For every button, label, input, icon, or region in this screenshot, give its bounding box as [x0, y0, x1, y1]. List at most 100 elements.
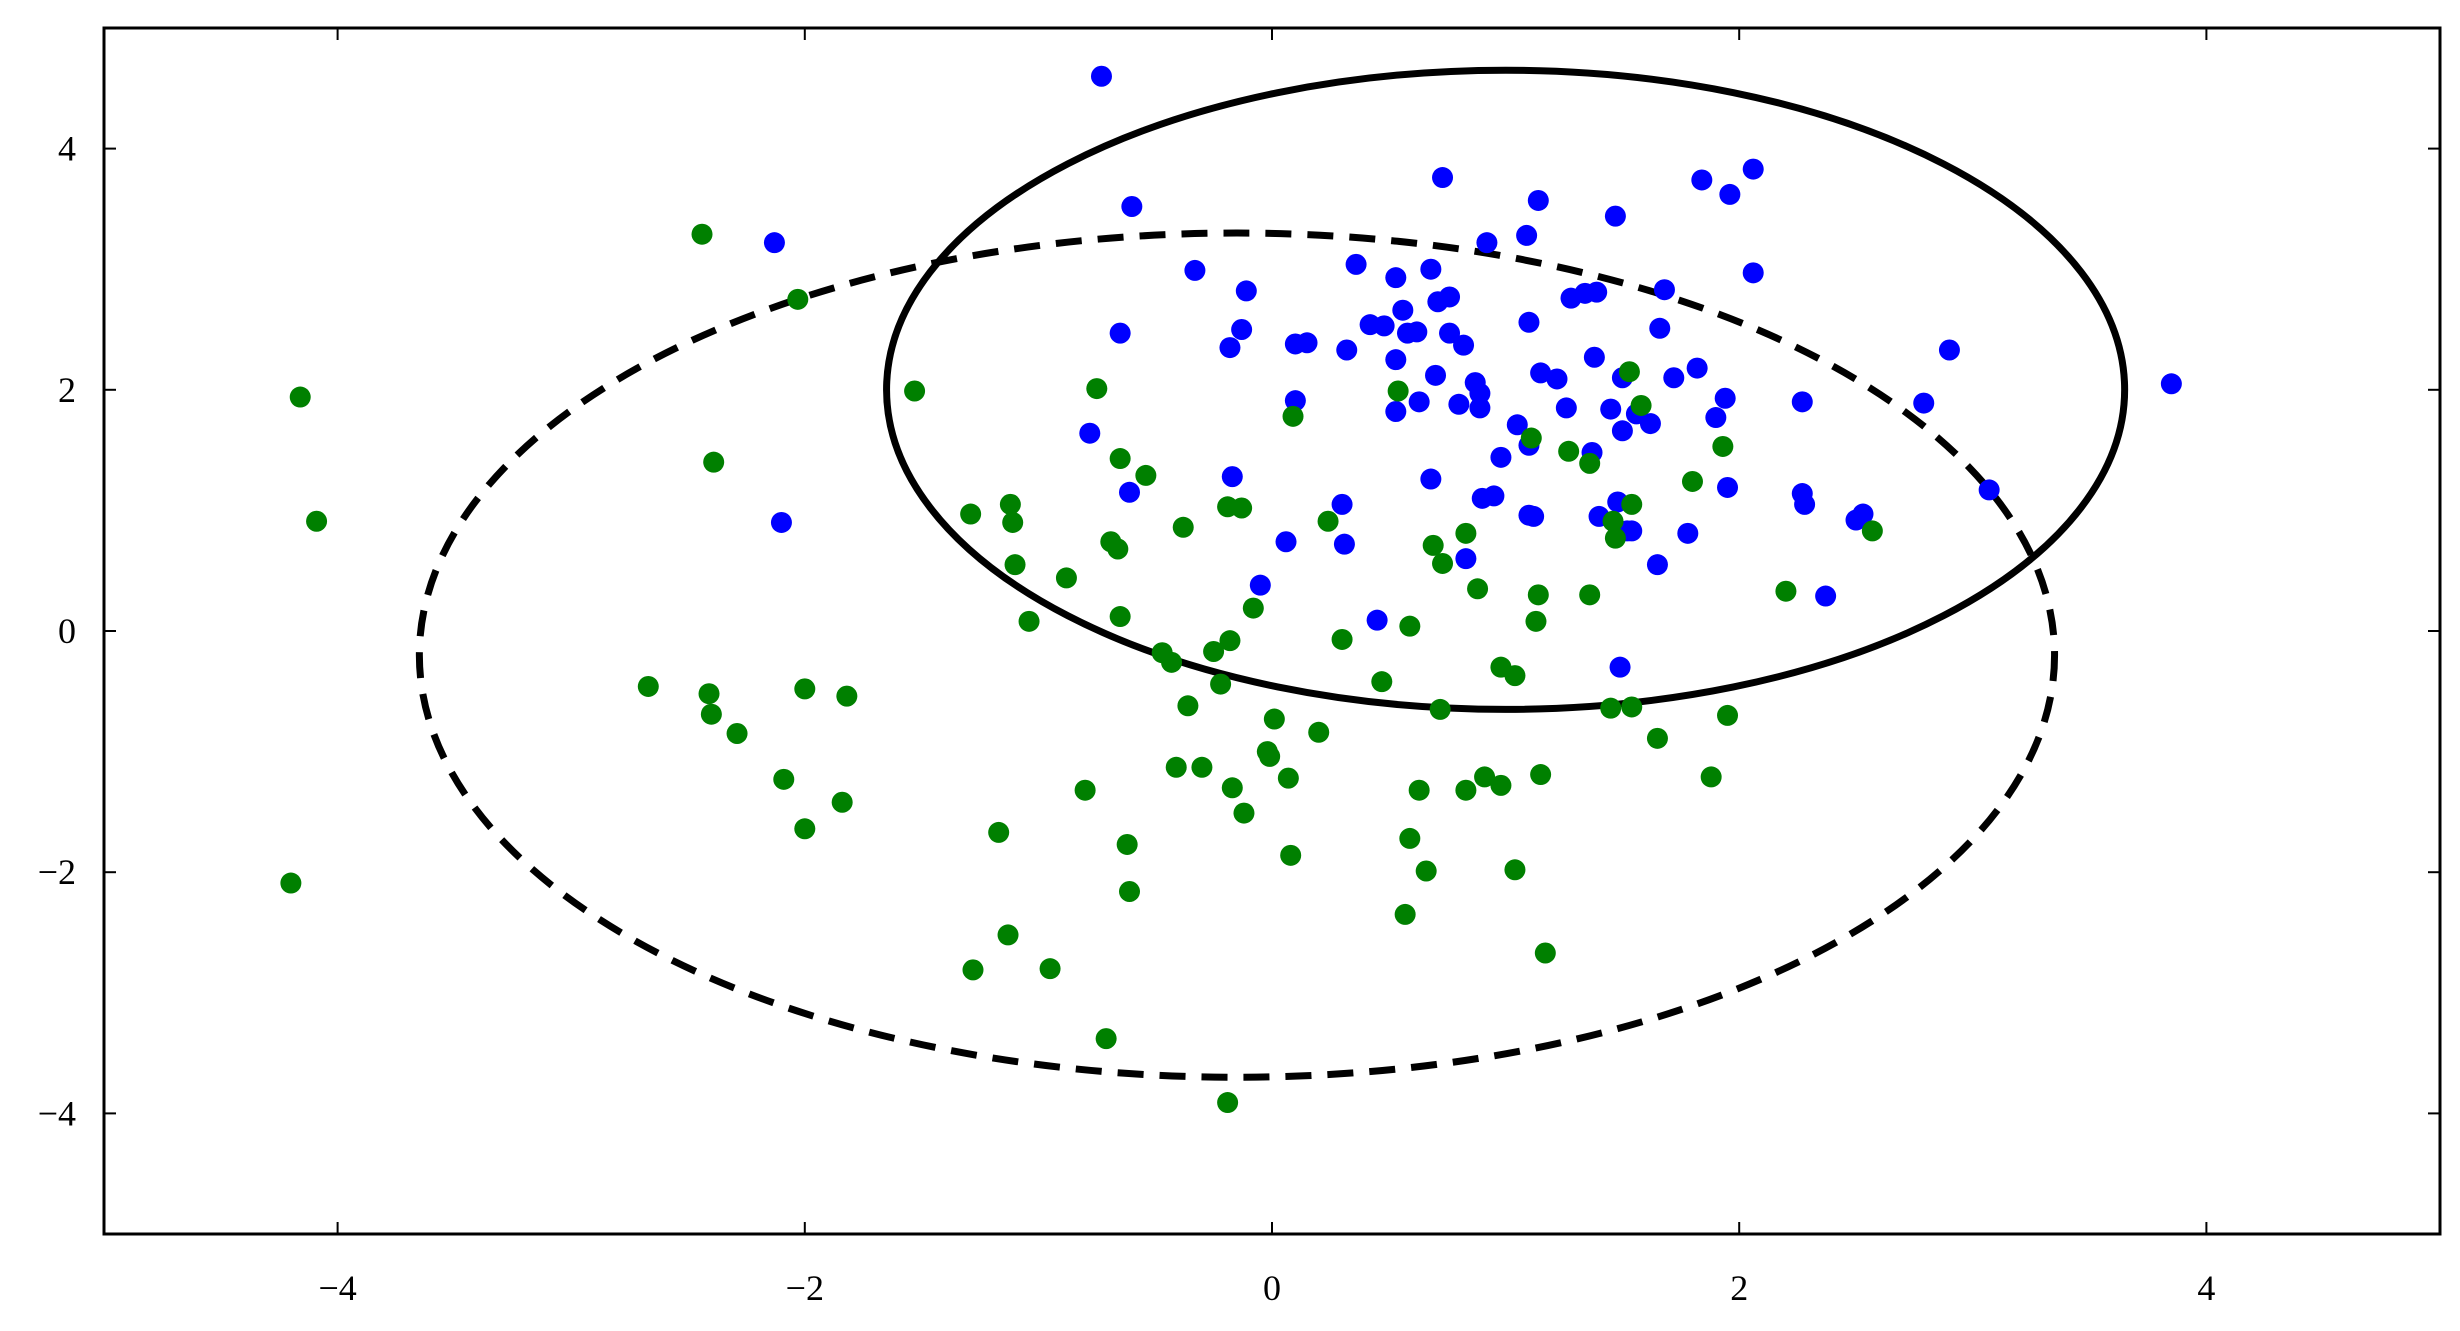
scatter-point: [794, 818, 816, 840]
scatter-point: [1249, 574, 1271, 596]
scatter-point: [1119, 880, 1141, 902]
scatter-point: [1852, 503, 1874, 525]
scatter-point: [1530, 764, 1552, 786]
scatter-point: [1002, 511, 1024, 533]
axis-ticks: −4 −2 0 2 4 −4 −2 0 2 4: [38, 28, 2440, 1308]
scatter-point: [1432, 167, 1454, 189]
scatter-point: [1263, 708, 1285, 730]
scatter-point: [1558, 440, 1580, 462]
solid-ellipse: [883, 66, 2129, 713]
scatter-point: [700, 703, 722, 725]
scatter-point: [1231, 497, 1253, 519]
scatter-point: [703, 451, 725, 473]
scatter-point: [1422, 534, 1444, 556]
data-points: [280, 65, 2182, 1114]
scatter-point: [1555, 397, 1577, 419]
scatter-point: [997, 924, 1019, 946]
y-tick-label: 0: [58, 611, 76, 651]
scatter-point: [1938, 339, 1960, 361]
scatter-point: [1408, 391, 1430, 413]
scatter-point: [1467, 578, 1489, 600]
scatter-point: [1646, 554, 1668, 576]
scatter-point: [1913, 392, 1935, 414]
scatter-point: [1600, 697, 1622, 719]
scatter-point: [1681, 470, 1703, 492]
scatter-point: [1742, 158, 1764, 180]
scatter-point: [1705, 407, 1727, 429]
scatter-point: [1646, 727, 1668, 749]
scatter-point: [726, 723, 748, 745]
scatter-point: [1604, 205, 1626, 227]
scatter-point: [1090, 65, 1112, 87]
scatter-point: [1161, 651, 1183, 673]
scatter-point: [1621, 696, 1643, 718]
scatter-point: [306, 510, 328, 532]
scatter-point: [1165, 756, 1187, 778]
scatter-point: [1109, 322, 1131, 344]
scatter-point: [1469, 397, 1491, 419]
scatter-point: [1210, 673, 1232, 695]
scatter-point: [1448, 393, 1470, 415]
scatter-point: [1385, 267, 1407, 289]
scatter-point: [1663, 367, 1685, 389]
scatter-point: [1408, 779, 1430, 801]
scatter-point: [1296, 332, 1318, 354]
scatter-point: [1700, 766, 1722, 788]
scatter-point: [1469, 382, 1491, 404]
scatter-point: [1586, 281, 1608, 303]
scatter-point: [1518, 311, 1540, 333]
scatter-point: [1815, 585, 1837, 607]
scatter-point: [1583, 346, 1605, 368]
scatter-point: [1861, 520, 1883, 542]
scatter-point: [1579, 584, 1601, 606]
scatter-point: [637, 675, 659, 697]
scatter-point: [1317, 510, 1339, 532]
y-tick-label: 2: [58, 370, 76, 410]
scatter-point: [289, 386, 311, 408]
scatter-point: [1490, 774, 1512, 796]
scatter-point: [1394, 903, 1416, 925]
scatter-point: [1717, 476, 1739, 498]
scatter-point: [1604, 527, 1626, 549]
y-tick-label: −2: [38, 852, 76, 892]
scatter-point: [1712, 435, 1734, 457]
scatter-point: [1121, 195, 1143, 217]
scatter-point: [1439, 286, 1461, 308]
scatter-point: [1609, 656, 1631, 678]
scatter-point: [1717, 704, 1739, 726]
scatter-point: [1546, 368, 1568, 390]
scatter-point: [1259, 745, 1281, 767]
scatter-point: [1109, 448, 1131, 470]
scatter-point: [1336, 339, 1358, 361]
scatter-point: [1385, 349, 1407, 371]
y-tick-label: −4: [38, 1093, 76, 1133]
scatter-point: [1525, 610, 1547, 632]
scatter-point: [1055, 567, 1077, 589]
scatter-point: [1649, 317, 1671, 339]
scatter-point: [1280, 844, 1302, 866]
scatter-point: [1611, 420, 1633, 442]
scatter-point: [1579, 452, 1601, 474]
scatter-point: [1527, 189, 1549, 211]
scatter-point: [1425, 364, 1447, 386]
plot-area: [102, 26, 2442, 1236]
scatter-point: [1242, 597, 1264, 619]
scatter-point: [1331, 493, 1353, 515]
scatter-point: [1420, 258, 1442, 280]
scatter-point: [1177, 695, 1199, 717]
scatter-point: [1221, 777, 1243, 799]
scatter-point: [2160, 373, 2182, 395]
scatter-point: [1504, 665, 1526, 687]
scatter-point: [1429, 698, 1451, 720]
scatter-point: [836, 685, 858, 707]
scatter-point: [1366, 609, 1388, 631]
scatter-point: [1523, 505, 1545, 527]
scatter-point: [773, 768, 795, 790]
scatter-point: [1439, 322, 1461, 344]
scatter-point: [1277, 767, 1299, 789]
scatter-point: [1371, 671, 1393, 693]
scatter-point: [1086, 378, 1108, 400]
scatter-point: [1387, 380, 1409, 402]
scatter-point: [1520, 427, 1542, 449]
scatter-point: [1453, 334, 1475, 356]
